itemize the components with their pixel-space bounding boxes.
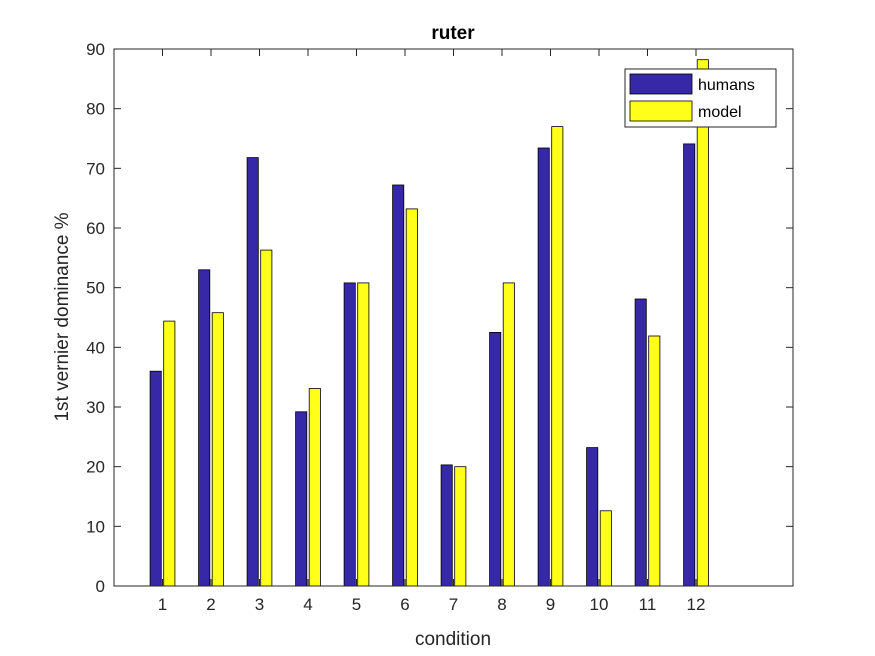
bar-humans-9 [537,147,550,587]
bar-humans-7 [440,464,453,587]
y-tick-label: 80 [86,100,105,119]
bar-model-10 [599,510,612,587]
y-tick-label: 10 [86,517,105,536]
x-tick-label: 10 [590,595,609,614]
bar-humans-8 [489,331,502,587]
bar-humans-6 [392,184,405,587]
x-tick-label: 9 [546,595,555,614]
chart-title: ruter [431,23,475,44]
x-tick-label: 11 [639,595,657,614]
legend-label-model: model [698,104,742,121]
y-tick-label: 60 [86,219,105,238]
y-tick-label: 90 [86,40,105,59]
bar-humans-2 [198,269,211,587]
bar-model-4 [308,388,321,587]
bar-humans-5 [343,282,356,587]
plot-area [114,49,793,586]
x-tick-label: 12 [687,595,706,614]
legend-swatch-model [629,100,693,122]
bar-humans-3 [246,157,259,587]
bar-humans-4 [295,411,308,587]
x-tick-label: 6 [400,595,409,614]
bar-model-7 [454,466,467,587]
bar-model-12 [696,59,709,587]
legend-swatch-humans [629,73,693,95]
x-tick-label: 1 [158,595,167,614]
x-tick-label: 5 [352,595,361,614]
legend: humans model [624,68,777,128]
y-tick-label: 20 [86,458,105,477]
bar-model-3 [260,249,273,587]
y-tick-label: 70 [86,159,105,178]
y-axis-title: 1st vernier dominance % [52,212,73,421]
axis-ticks [114,48,793,587]
x-tick-label: 4 [303,595,312,614]
x-tick-label: 8 [497,595,506,614]
y-tick-label: 30 [86,398,105,417]
bar-model-1 [163,320,176,587]
bar-humans-12 [683,143,696,587]
legend-label-humans: humans [698,77,755,94]
bar-model-8 [502,282,515,587]
x-tick-label: 3 [255,595,264,614]
bar-humans-10 [586,447,599,587]
bar-model-2 [211,312,224,587]
bar-model-9 [551,126,564,587]
x-tick-label: 2 [206,595,215,614]
y-tick-label: 0 [96,577,105,596]
bar-model-6 [405,208,418,587]
y-tick-label: 50 [86,279,105,298]
bar-model-11 [648,335,661,587]
y-tick-label: 40 [86,338,105,357]
bar-humans-1 [149,370,162,587]
bar-humans-11 [634,298,647,587]
x-tick-label: 7 [449,595,458,614]
bar-model-5 [357,282,370,587]
x-axis-title: condition [415,629,491,650]
